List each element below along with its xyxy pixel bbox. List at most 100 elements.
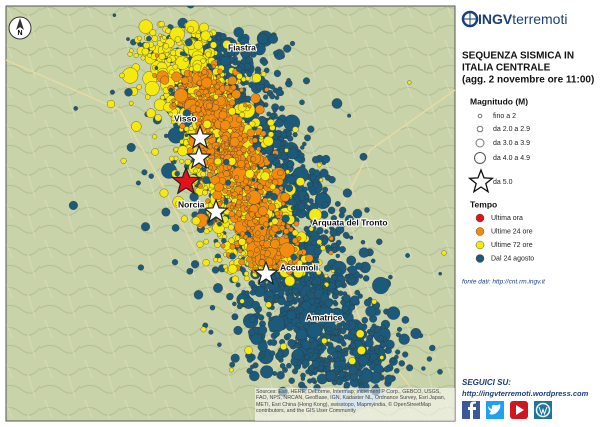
quake (331, 98, 343, 109)
quake (258, 206, 268, 216)
quake (208, 87, 215, 94)
major-quake (202, 198, 230, 224)
quake (239, 37, 250, 47)
quake (216, 148, 221, 152)
quake (171, 259, 179, 266)
quake (270, 239, 280, 249)
quake (257, 314, 263, 320)
quake (262, 197, 268, 204)
quake (228, 210, 235, 218)
quake (358, 355, 369, 366)
quake (181, 76, 189, 85)
quake (380, 324, 386, 330)
quake (269, 183, 276, 190)
quake (316, 227, 324, 235)
quake (287, 339, 296, 348)
quake (210, 41, 217, 49)
quake (292, 126, 299, 133)
quake (352, 208, 363, 219)
major-quake (252, 260, 280, 286)
quake (256, 169, 261, 174)
quake (228, 224, 235, 231)
quake (279, 148, 284, 153)
quake (372, 276, 390, 295)
quake (128, 100, 134, 106)
quake (286, 294, 294, 303)
quake-cluster (68, 6, 455, 399)
quake (395, 349, 401, 355)
quake (296, 360, 303, 366)
quake (193, 168, 198, 174)
quake (285, 333, 292, 339)
quake (221, 134, 229, 142)
quake (191, 216, 201, 226)
quake (269, 93, 276, 100)
quake (246, 256, 253, 263)
quake (161, 207, 171, 217)
quake (319, 177, 324, 183)
quake (268, 131, 274, 138)
quake (270, 113, 276, 119)
quake (277, 289, 285, 297)
logo-brand: INGVterremoti (478, 11, 567, 27)
quake (296, 328, 308, 341)
quake (246, 356, 253, 363)
quake (390, 358, 396, 363)
quake (270, 339, 278, 346)
quake (377, 335, 384, 342)
quake (138, 19, 153, 34)
quake (292, 237, 299, 244)
quake (316, 373, 328, 385)
social-icons (462, 401, 552, 419)
quake (252, 257, 257, 262)
quake (313, 169, 321, 177)
quake (119, 72, 125, 79)
quake (231, 275, 239, 283)
quake (195, 101, 200, 106)
quake (240, 146, 247, 153)
quake (202, 176, 211, 184)
quake (221, 238, 227, 244)
major-quake-latest (171, 166, 201, 195)
quake (251, 177, 256, 182)
quake (154, 53, 160, 58)
quake (331, 274, 338, 281)
quake (231, 89, 241, 99)
quake (201, 69, 208, 75)
quake (234, 174, 239, 180)
title-line: (agg. 2 novembre ore 11:00) (462, 75, 594, 86)
quake (405, 253, 410, 258)
quake (303, 77, 310, 85)
quake (120, 157, 127, 164)
follow-url[interactable]: http://ingvterremoti.wordpress.com (462, 389, 589, 398)
quake (339, 206, 347, 214)
quake (137, 264, 144, 271)
quake (239, 87, 244, 93)
quake (293, 221, 300, 227)
quake (230, 353, 240, 363)
quake (205, 92, 211, 98)
quake (159, 188, 169, 198)
quake (394, 368, 400, 374)
quake (201, 77, 213, 89)
quake (243, 271, 249, 277)
quake (169, 155, 175, 162)
quake (286, 224, 291, 230)
quake (321, 154, 331, 164)
quake (239, 298, 245, 304)
quake (213, 94, 219, 100)
quake (228, 107, 236, 116)
quake (166, 57, 172, 63)
quake (267, 154, 276, 163)
quake (206, 172, 213, 178)
quake (321, 201, 329, 209)
quake (198, 111, 204, 117)
quake (346, 255, 357, 266)
quake (200, 171, 206, 177)
quake (205, 51, 212, 58)
legend-label: fino a 2 (493, 113, 516, 120)
quake (276, 371, 285, 380)
quake (248, 45, 256, 53)
quake (174, 115, 181, 121)
quake (359, 152, 368, 161)
